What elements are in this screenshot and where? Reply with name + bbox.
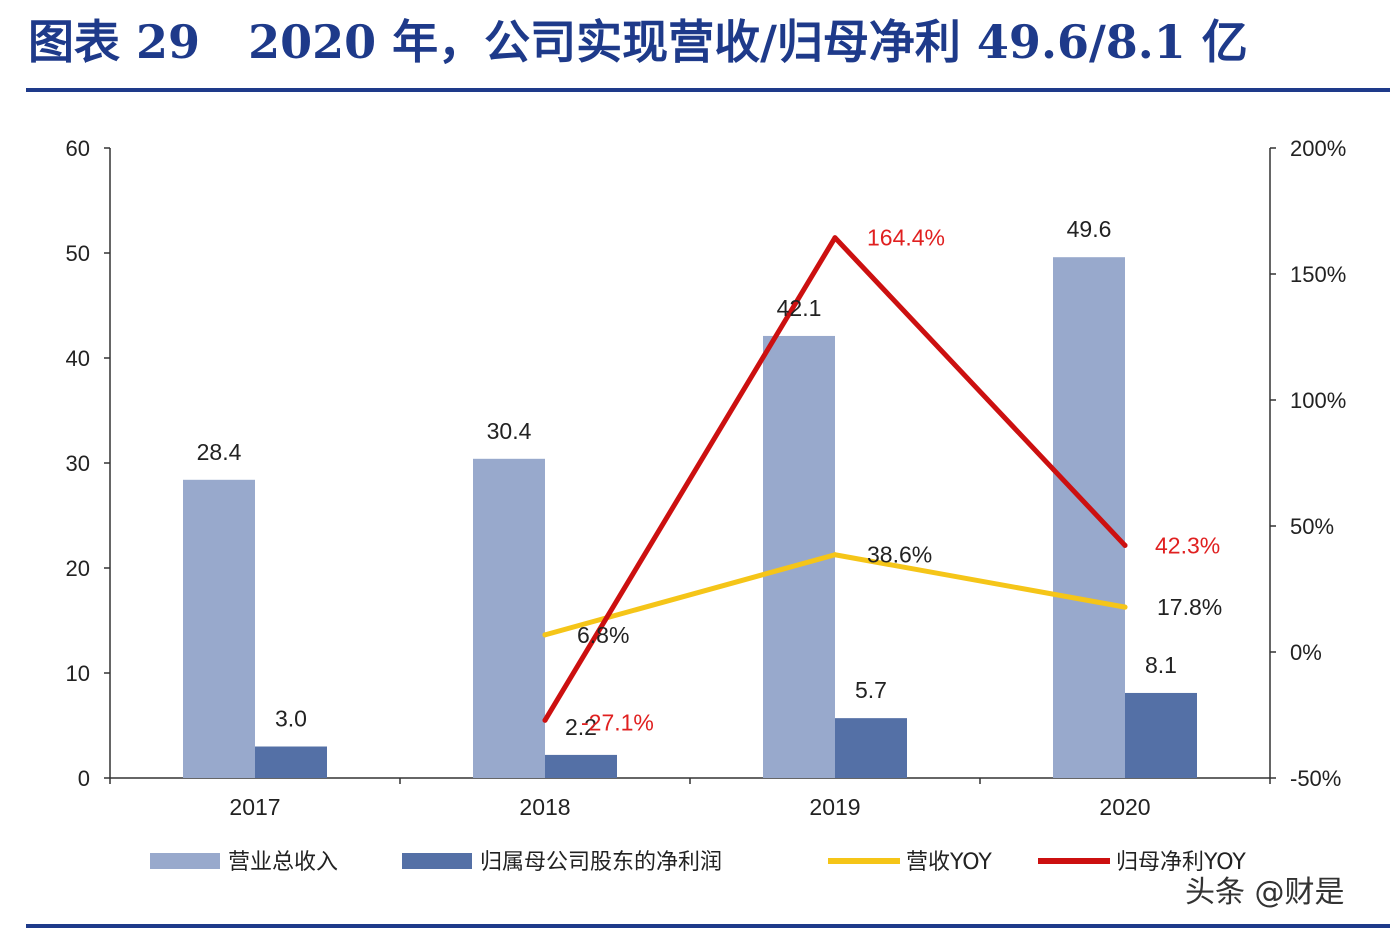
bottom-rule bbox=[26, 924, 1390, 928]
legend-swatch bbox=[402, 853, 472, 869]
page-title: 图表 29 2020 年，公司实现营收/归母净利 49.6/8.1 亿 bbox=[28, 15, 1248, 69]
y-left-tick-label: 20 bbox=[66, 556, 90, 581]
bar-net-profit bbox=[835, 718, 907, 778]
y-left-tick-label: 40 bbox=[66, 346, 90, 371]
line-revenue-yoy-label: 6.8% bbox=[577, 622, 629, 648]
line-net-profit-yoy-point bbox=[1122, 542, 1128, 548]
chart-legend: 营业总收入 归属母公司股东的净利润 营收YOY 归母净利YOY bbox=[150, 850, 1246, 875]
legend-label: 营业总收入 bbox=[228, 850, 338, 875]
line-net-profit-yoy-label: 164.4% bbox=[867, 225, 945, 251]
line-revenue-yoy-point bbox=[832, 552, 838, 558]
y-left-tick-label: 50 bbox=[66, 241, 90, 266]
y-left-tick-label: 60 bbox=[66, 136, 90, 161]
line-net-profit-yoy-label: 42.3% bbox=[1155, 532, 1220, 558]
data-label-net-profit: 2.2 bbox=[565, 714, 597, 740]
data-label-revenue: 49.6 bbox=[1067, 216, 1112, 242]
x-tick-label: 2017 bbox=[229, 794, 280, 820]
x-tick-label: 2020 bbox=[1099, 794, 1150, 820]
data-label-revenue: 28.4 bbox=[197, 439, 242, 465]
y-right-tick-label: 200% bbox=[1290, 136, 1346, 161]
x-tick-label: 2019 bbox=[809, 794, 860, 820]
data-label-net-profit: 3.0 bbox=[275, 706, 307, 732]
bar-revenue bbox=[1053, 257, 1125, 778]
y-right-tick-label: 0% bbox=[1290, 640, 1322, 665]
watermark: 头条 @财是 bbox=[1185, 875, 1345, 910]
legend-label: 营收YOY bbox=[906, 850, 992, 875]
data-label-revenue: 42.1 bbox=[777, 295, 822, 321]
y-left-tick-label: 0 bbox=[78, 766, 90, 791]
data-label-net-profit: 8.1 bbox=[1145, 652, 1177, 678]
y-right-tick-label: -50% bbox=[1290, 766, 1341, 791]
chart-lines bbox=[542, 235, 1128, 723]
line-revenue-yoy-label: 38.6% bbox=[867, 542, 932, 568]
y-left-tick-label: 30 bbox=[66, 451, 90, 476]
legend-label: 归母净利YOY bbox=[1116, 850, 1246, 875]
x-tick-label: 2018 bbox=[519, 794, 570, 820]
bar-revenue bbox=[183, 479, 255, 778]
line-net-profit-yoy-point bbox=[542, 717, 548, 723]
chart-labels: 28.4 3.0 30.4 2.2 42.1 5.7 49.6 8.1 6.8% 38.6% 17.… bbox=[197, 216, 1223, 740]
bar-revenue bbox=[473, 458, 545, 778]
line-net-profit-yoy-point bbox=[832, 235, 838, 241]
bar-net-profit bbox=[1125, 692, 1197, 778]
y-right-tick-label: 50% bbox=[1290, 514, 1334, 539]
bar-net-profit bbox=[545, 754, 617, 778]
line-revenue-yoy-point bbox=[1122, 604, 1128, 610]
line-revenue-yoy-label: 17.8% bbox=[1157, 594, 1222, 620]
y-left-tick-label: 10 bbox=[66, 661, 90, 686]
legend-swatch bbox=[150, 853, 220, 869]
data-label-net-profit: 5.7 bbox=[855, 677, 887, 703]
title-rule bbox=[26, 88, 1390, 92]
y-right-tick-label: 150% bbox=[1290, 262, 1346, 287]
y-right-tick-label: 100% bbox=[1290, 388, 1346, 413]
line-net-profit-yoy-label: -27.1% bbox=[581, 709, 654, 735]
line-revenue-yoy-point bbox=[542, 632, 548, 638]
chart-bars bbox=[183, 257, 1197, 778]
legend-label: 归属母公司股东的净利润 bbox=[480, 850, 722, 875]
bar-net-profit bbox=[255, 746, 327, 778]
data-label-revenue: 30.4 bbox=[487, 418, 532, 444]
